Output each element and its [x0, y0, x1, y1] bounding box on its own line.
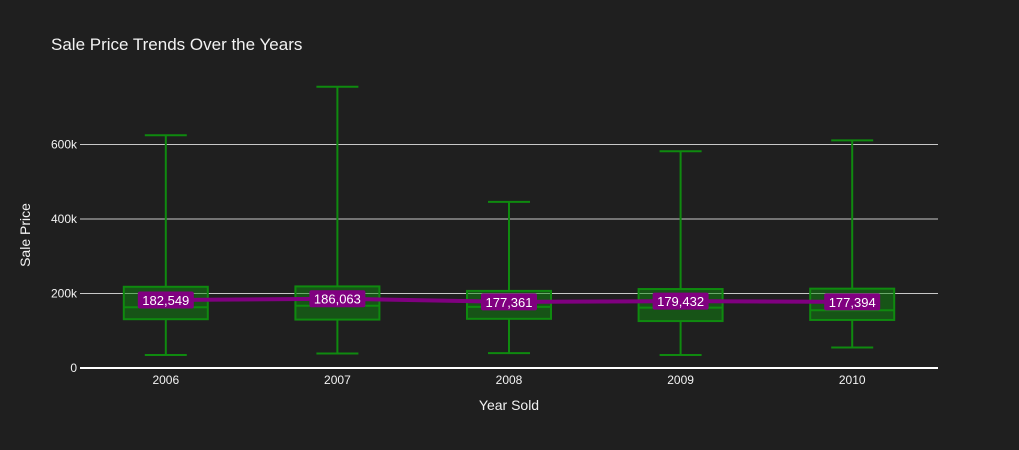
x-axis-title: Year Sold	[479, 397, 539, 413]
x-tick-label: 2009	[667, 373, 694, 387]
mean-data-label: 179,432	[657, 294, 704, 309]
y-tick-label: 400k	[51, 212, 78, 226]
mean-label-2008: 177,361	[481, 293, 537, 311]
mean-data-label: 182,549	[142, 293, 189, 308]
mean-label-2010: 177,394	[824, 293, 881, 311]
y-tick-label: 600k	[51, 138, 78, 152]
mean-label-2007: 186,063	[309, 290, 366, 308]
mean-series: 182,549 186,063 177,361 179,432 177,394	[137, 290, 881, 311]
y-axis-title: Sale Price	[17, 203, 33, 267]
mean-data-label: 177,361	[486, 295, 533, 310]
box-series	[122, 85, 896, 356]
mean-label-bg	[652, 292, 709, 310]
mean-label-2009: 179,432	[652, 292, 709, 310]
mean-label-bg	[481, 293, 537, 311]
y-axis-ticks: 0 200k 400k 600k	[51, 138, 78, 376]
y-tick-label: 0	[70, 361, 77, 375]
x-tick-label: 2010	[839, 373, 866, 387]
mean-data-label: 177,394	[829, 295, 876, 310]
mean-data-label: 186,063	[314, 292, 361, 307]
box-2010	[809, 139, 896, 349]
box-2008	[466, 200, 552, 355]
x-tick-label: 2007	[324, 373, 351, 387]
mean-label-2006: 182,549	[137, 291, 194, 309]
mean-label-bg	[309, 290, 366, 308]
x-tick-label: 2008	[496, 373, 523, 387]
x-axis-ticks: 2006 2007 2008 2009 2010	[152, 373, 865, 387]
y-tick-label: 200k	[51, 287, 78, 301]
mean-label-bg	[824, 293, 881, 311]
x-tick-label: 2006	[152, 373, 179, 387]
chart-title: Sale Price Trends Over the Years	[51, 35, 302, 54]
box-2007	[294, 85, 381, 355]
box-2009	[637, 150, 724, 356]
box-2006	[122, 134, 209, 356]
mean-label-bg	[137, 291, 194, 309]
